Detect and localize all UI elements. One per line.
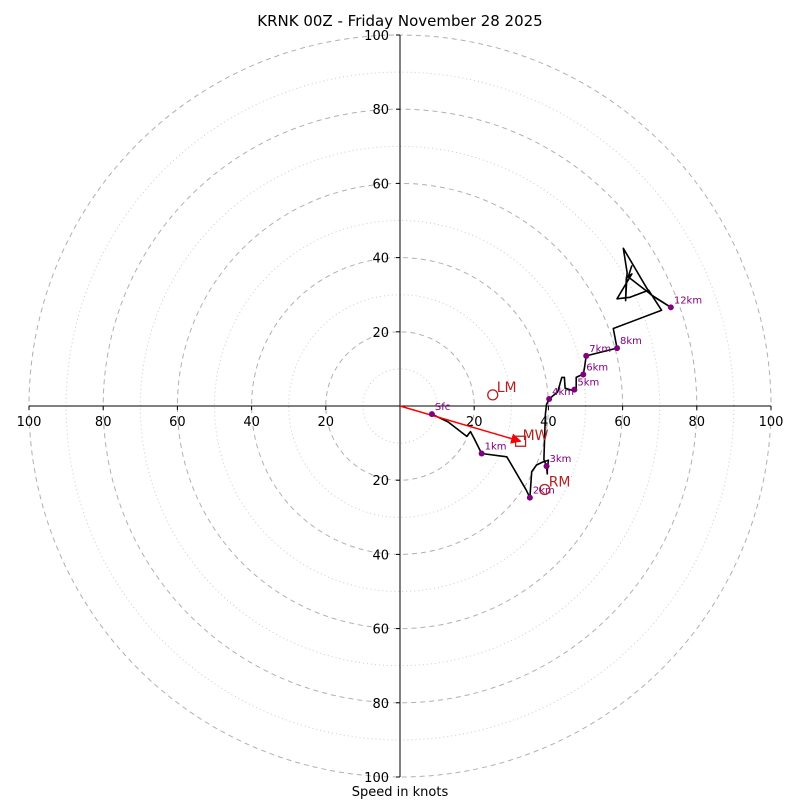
x-axis-label: Speed in knots xyxy=(352,785,449,800)
height-label-4km: 4km xyxy=(552,387,574,398)
height-label-3km: 3km xyxy=(550,454,572,465)
left-mover-label: LM xyxy=(497,380,517,396)
height-label-5km: 5km xyxy=(577,378,599,389)
height-label-12km: 12km xyxy=(674,295,702,306)
height-label-1km: 1km xyxy=(485,441,507,452)
x-tick-label: 100 xyxy=(759,415,784,430)
x-tick-label: 20 xyxy=(318,415,335,430)
tick-labels: 100 80 60 40 20 20 40 60 80 100100806040202040608… xyxy=(17,29,784,786)
shear-vector-arrow xyxy=(399,405,522,444)
x-tick-label: 80 xyxy=(689,415,706,430)
height-marker-7km xyxy=(583,352,590,359)
chart-title: KRNK 00Z - Friday November 28 2025 xyxy=(257,12,542,30)
height-marker-12km xyxy=(667,304,674,311)
right-mover-label: RM xyxy=(549,474,571,490)
y-tick-label: 80 xyxy=(372,697,389,712)
shear-vector-layer xyxy=(399,405,522,444)
height-label-8km: 8km xyxy=(620,336,642,347)
x-tick-label: 60 xyxy=(614,415,631,430)
right-mover-marker xyxy=(539,483,551,496)
height-marker-3km xyxy=(543,463,550,470)
y-tick-label: 100 xyxy=(364,29,389,44)
height-marker-2km xyxy=(526,494,533,501)
height-label-2km: 2km xyxy=(533,486,555,497)
height-marker-5km xyxy=(571,386,578,393)
left-mover-marker xyxy=(487,389,499,401)
y-tick-label: 40 xyxy=(372,252,389,267)
y-tick-label: 60 xyxy=(372,623,389,638)
y-tick-label: 20 xyxy=(372,326,389,341)
mean-wind-marker xyxy=(514,435,527,447)
height-label-sfc: Sfc xyxy=(435,402,450,413)
y-tick-label: 20 xyxy=(372,474,389,489)
height-marker-1km xyxy=(478,450,485,457)
height-label-7km: 7km xyxy=(589,344,611,355)
height-label-6km: 6km xyxy=(586,362,608,373)
x-tick-label: 80 xyxy=(95,415,112,430)
x-tick-label: 60 xyxy=(169,415,186,430)
y-tick-label: 60 xyxy=(372,177,389,192)
x-tick-label: 100 xyxy=(17,415,42,430)
height-marker-4km xyxy=(546,395,553,402)
x-tick-label: 40 xyxy=(243,415,260,430)
storm-motion-markers: MW LM RM xyxy=(487,380,571,496)
height-marker-8km xyxy=(614,345,621,352)
y-tick-label: 100 xyxy=(364,771,389,786)
height-marker-sfc xyxy=(428,411,435,418)
mean-wind-label: MW xyxy=(523,428,549,444)
y-tick-label: 40 xyxy=(372,548,389,563)
y-tick-label: 80 xyxy=(372,103,389,118)
height-marker-6km xyxy=(580,371,587,378)
